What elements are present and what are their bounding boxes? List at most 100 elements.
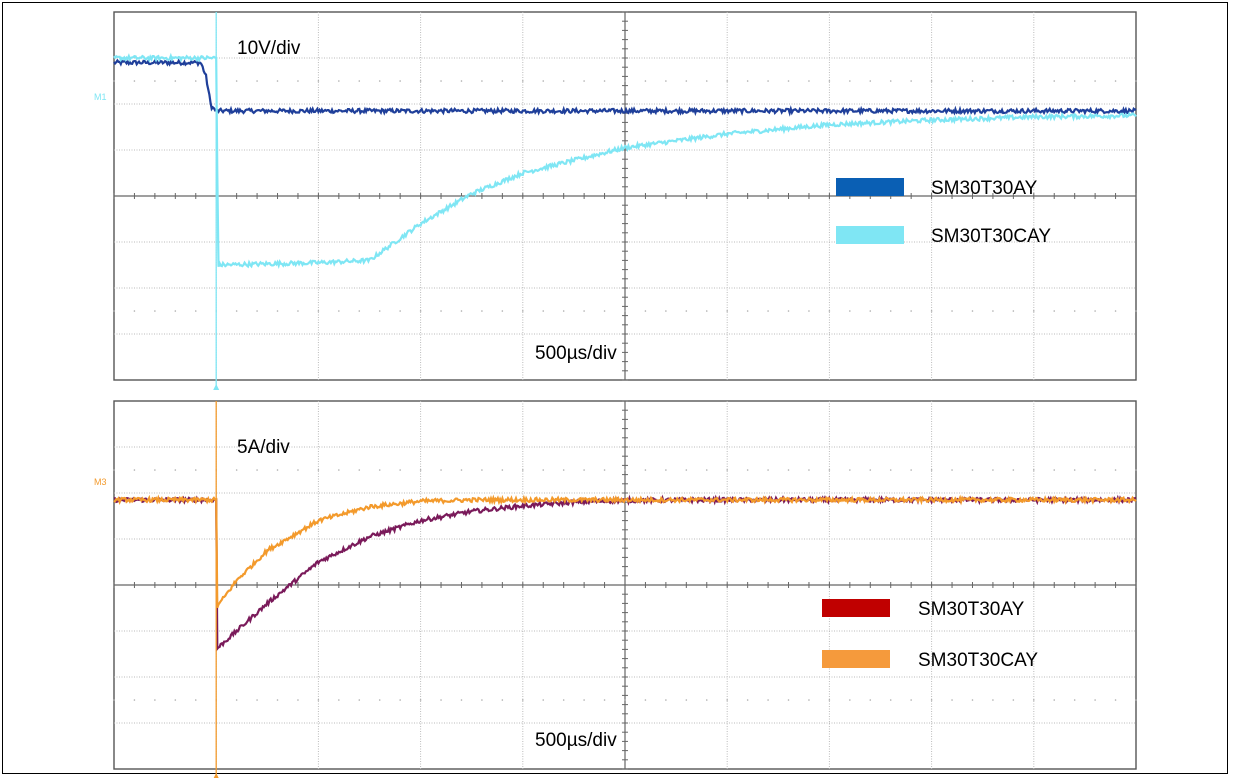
grid-dot bbox=[869, 699, 872, 701]
grid-dot bbox=[113, 310, 115, 312]
grid-dot bbox=[583, 310, 585, 312]
grid-dot bbox=[705, 310, 708, 312]
grid-dot bbox=[358, 80, 361, 82]
grid-dot bbox=[194, 469, 197, 471]
grid-dot bbox=[399, 310, 401, 312]
grid-dot bbox=[644, 80, 647, 82]
grid-dot bbox=[440, 310, 442, 312]
grid-dot bbox=[644, 699, 647, 701]
grid-dot bbox=[133, 699, 136, 701]
grid-dot bbox=[174, 80, 177, 82]
grid-dot bbox=[1114, 310, 1117, 312]
grid-dot bbox=[624, 469, 626, 471]
grid-dot bbox=[1053, 699, 1056, 701]
time-scale-label: 500µs/div bbox=[535, 730, 617, 751]
grid-dot bbox=[276, 310, 279, 312]
grid-dot bbox=[399, 699, 401, 701]
grid-dot bbox=[869, 469, 872, 471]
grid-dot bbox=[235, 310, 238, 312]
grid-dot bbox=[1012, 699, 1015, 701]
grid-dot bbox=[1053, 310, 1056, 312]
grid-dot bbox=[1073, 310, 1076, 312]
grid-dot bbox=[808, 699, 810, 701]
legend-label: SM30T30CAY bbox=[931, 226, 1051, 247]
grid-dot bbox=[378, 80, 381, 82]
grid-dot bbox=[194, 310, 197, 312]
grid-dot bbox=[746, 80, 749, 82]
grid-dot bbox=[522, 80, 524, 82]
grid-dot bbox=[665, 699, 667, 701]
grid-dot bbox=[787, 699, 790, 701]
grid-dot bbox=[1012, 80, 1015, 82]
grid-dot bbox=[603, 310, 606, 312]
grid-dot bbox=[685, 80, 688, 82]
grid-dot bbox=[1053, 80, 1056, 82]
trace-sm30t30cay bbox=[113, 494, 1137, 609]
vertical-scale-label: 10V/div bbox=[237, 38, 301, 59]
grid-dot bbox=[419, 80, 422, 82]
grid-dot bbox=[297, 310, 299, 312]
grid-dot bbox=[154, 80, 156, 82]
grid-dot bbox=[542, 469, 545, 471]
trigger-marker-icon bbox=[213, 773, 219, 778]
grid-dot bbox=[930, 699, 933, 701]
grid-dot bbox=[767, 699, 769, 701]
grid-dot bbox=[358, 469, 361, 471]
grid-dot bbox=[787, 310, 790, 312]
grid-dot bbox=[767, 310, 769, 312]
grid-dot bbox=[603, 469, 606, 471]
grid-dot bbox=[1114, 80, 1117, 82]
grid-dot bbox=[767, 469, 769, 471]
grid-dot bbox=[726, 469, 728, 471]
grid-dot bbox=[1135, 699, 1137, 701]
grid-dot bbox=[665, 469, 667, 471]
grid-dot bbox=[133, 80, 136, 82]
grid-dot bbox=[1033, 310, 1035, 312]
grid-dot bbox=[889, 699, 892, 701]
grid-dot bbox=[889, 469, 892, 471]
grid-dot bbox=[910, 469, 912, 471]
grid-dot bbox=[808, 310, 810, 312]
grid-dot bbox=[481, 80, 483, 82]
grid-dot bbox=[154, 310, 156, 312]
grid-dot bbox=[583, 699, 585, 701]
grid-dot bbox=[869, 310, 872, 312]
grid-dot bbox=[235, 80, 238, 82]
grid-dot bbox=[951, 469, 953, 471]
grid-dot bbox=[542, 310, 545, 312]
grid-dot bbox=[889, 80, 892, 82]
vertical-scale-label: 5A/div bbox=[237, 437, 290, 458]
grid-dot bbox=[194, 699, 197, 701]
grid-dot bbox=[378, 310, 381, 312]
grid-dot bbox=[113, 469, 115, 471]
grid-dot bbox=[338, 310, 340, 312]
grid-dot bbox=[338, 80, 340, 82]
grid-dot bbox=[440, 469, 442, 471]
grid-dot bbox=[419, 310, 422, 312]
grid-dot bbox=[481, 469, 483, 471]
grid-dot bbox=[1033, 469, 1035, 471]
grid-dot bbox=[562, 80, 565, 82]
grid-dot bbox=[992, 310, 994, 312]
grid-dot bbox=[665, 80, 667, 82]
grid-dot bbox=[317, 699, 320, 701]
grid-dot bbox=[971, 310, 974, 312]
grid-dot bbox=[378, 469, 381, 471]
grid-dot bbox=[685, 699, 688, 701]
grid-dot bbox=[808, 469, 810, 471]
grid-dot bbox=[1114, 699, 1117, 701]
grid-dot bbox=[910, 310, 912, 312]
grid-dot bbox=[256, 310, 258, 312]
grid-dot bbox=[992, 469, 994, 471]
grid-dot bbox=[849, 699, 851, 701]
legend-label: SM30T30CAY bbox=[918, 650, 1038, 671]
grid-dot bbox=[113, 699, 115, 701]
oscilloscope-panel-2: M3 5A/div 500µs/div SM30T30AY SM30T30CAY bbox=[94, 400, 1137, 778]
grid-dot bbox=[685, 469, 688, 471]
grid-dot bbox=[1094, 469, 1096, 471]
grid-dot bbox=[133, 310, 136, 312]
legend-swatch bbox=[836, 178, 904, 196]
grid-dot bbox=[358, 310, 361, 312]
grid-dot bbox=[460, 469, 463, 471]
